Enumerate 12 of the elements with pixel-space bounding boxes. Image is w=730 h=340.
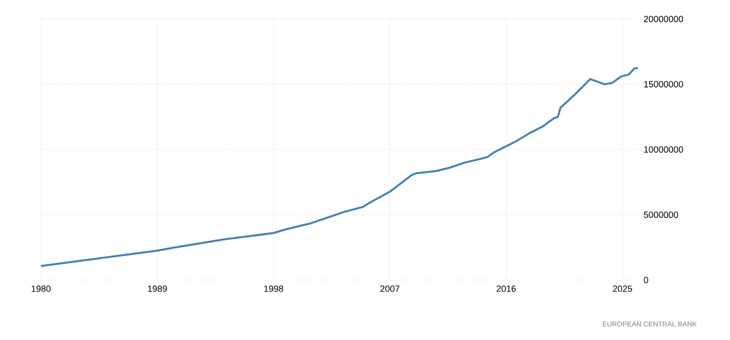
y-tick-label: 5000000 xyxy=(644,212,678,218)
y-tick-label: 10000000 xyxy=(644,146,684,153)
x-tick-label: 1998 xyxy=(264,286,284,292)
x-tick-label: 2007 xyxy=(380,286,400,292)
line-series xyxy=(40,66,640,268)
x-tick-label: 1989 xyxy=(148,286,167,292)
y-tick-label: 0 xyxy=(644,276,648,284)
y-tick-label: 20000000 xyxy=(644,16,684,22)
x-tick-label: 1980 xyxy=(32,286,51,292)
x-tick-label: 2025 xyxy=(612,286,632,292)
x-tick-label: 2016 xyxy=(496,286,516,292)
y-tick-label: 15000000 xyxy=(644,81,684,88)
